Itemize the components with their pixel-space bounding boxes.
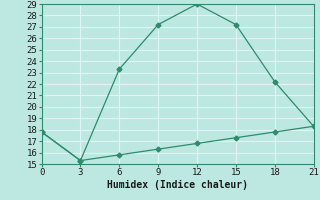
X-axis label: Humidex (Indice chaleur): Humidex (Indice chaleur) bbox=[107, 180, 248, 190]
